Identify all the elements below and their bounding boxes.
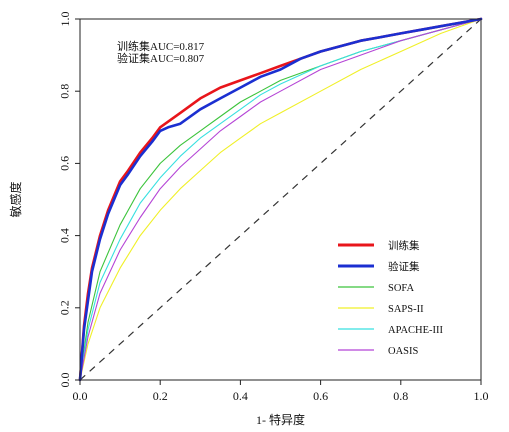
x-tick-label: 0.4	[233, 389, 248, 403]
y-tick-label: 0.4	[58, 228, 72, 243]
legend-label: 训练集	[388, 239, 420, 252]
legend-label: 验证集	[388, 260, 420, 273]
x-axis-title: 1- 特异度	[256, 412, 305, 427]
y-tick-label: 0.8	[58, 84, 72, 99]
legend-label: OASIS	[388, 346, 419, 357]
y-axis-title: 敏感度	[8, 181, 23, 217]
y-tick-label: 0.6	[58, 156, 72, 171]
y-tick-label: 0.2	[58, 300, 72, 315]
series-line-1	[78, 17, 483, 382]
x-tick-label: 1.0	[474, 389, 489, 403]
legend-label: SOFA	[388, 283, 414, 294]
y-tick-label: 1.0	[58, 12, 72, 27]
legend-label: SAPS-II	[388, 304, 424, 315]
auc-annotation: 验证集AUC=0.807	[117, 51, 205, 65]
x-tick-label: 0.0	[73, 389, 88, 403]
y-tick-label: 0.0	[58, 373, 72, 388]
series-line-3	[79, 18, 482, 381]
legend-label: APACHE-III	[388, 325, 444, 336]
x-tick-label: 0.8	[393, 389, 408, 403]
auc-annotation: 训练集AUC=0.817	[117, 39, 205, 53]
series-line-5	[79, 18, 482, 381]
x-tick-label: 0.2	[153, 389, 168, 403]
series-line-4	[79, 18, 482, 381]
x-tick-label: 0.6	[313, 389, 328, 403]
plot-frame	[79, 18, 482, 381]
